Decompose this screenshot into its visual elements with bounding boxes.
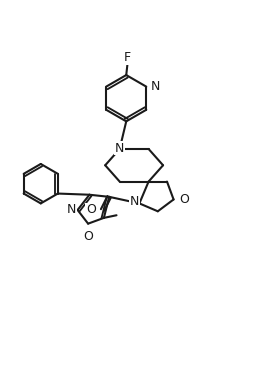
Text: F: F <box>124 51 131 64</box>
Text: O: O <box>86 204 96 216</box>
Text: O: O <box>179 193 189 206</box>
Text: O: O <box>83 230 93 243</box>
Text: N: N <box>115 142 124 155</box>
Text: N: N <box>151 80 160 93</box>
Text: N: N <box>67 204 77 216</box>
Text: N: N <box>130 195 139 208</box>
